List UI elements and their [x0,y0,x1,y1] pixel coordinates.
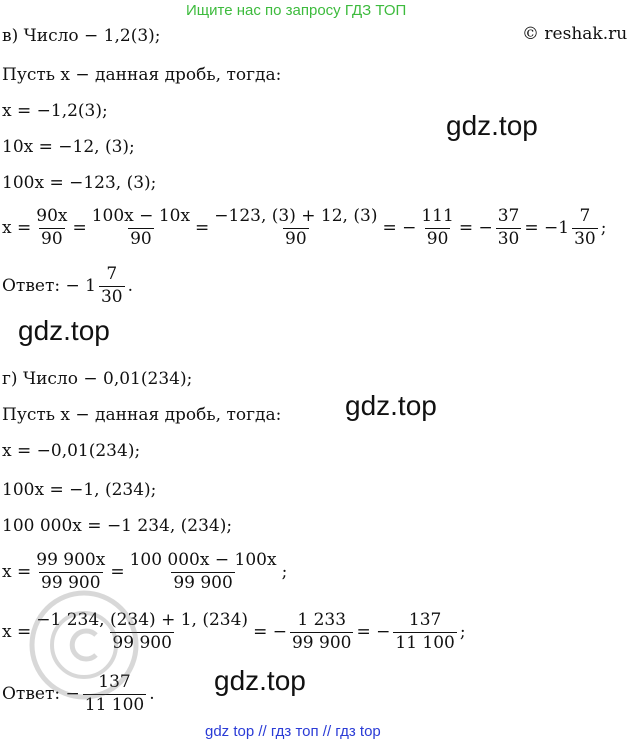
site-label: © reshak.ru [522,24,628,44]
eq-lhs: x = [2,218,32,239]
fraction: 37 30 [495,206,522,249]
part-g-let: Пусть x − данная дробь, тогда: [2,405,282,425]
fraction: 90x 90 [36,206,68,249]
fraction: 1 233 99 900 [289,610,354,653]
watermark-text: gdz.top [345,390,437,421]
watermark-text: gdz.top [18,315,110,346]
fraction: 99 900x 99 900 [36,550,106,593]
watermark-text: gdz.top [214,665,306,696]
fraction: 137 11 100 [393,610,457,653]
fraction: 100 000x − 100x 99 900 [129,550,277,593]
watermark-text: gdz.top [446,110,538,141]
fraction: 7 30 [572,206,598,249]
part-g-eq2: 100x = −1, (234); [2,480,157,500]
fraction: 100x − 10x 90 [91,206,191,249]
part-g-answer: Ответ: − 137 11 100 . [2,672,155,715]
part-g-eq4: x = 99 900x 99 900 = 100 000x − 100x 99 90… [2,550,288,593]
part-g-eq1: x = −0,01(234); [2,441,141,461]
fraction: 111 90 [421,206,454,249]
part-g-eq5: x = −1 234, (234) + 1, (234) 99 900 = − 1… [2,610,466,653]
part-v-answer: Ответ: − 1 7 30 . [2,264,134,307]
part-v-eq4: x = 90x 90 = 100x − 10x 90 = −123, (3) + 1… [2,206,607,249]
fraction: 7 30 [98,264,125,307]
fraction: 137 11 100 [82,672,147,715]
part-g-heading: г) Число − 0,01(234); [2,369,193,389]
part-v-let: Пусть x − данная дробь, тогда: [2,65,282,85]
part-v-eq1: x = −1,2(3); [2,101,108,121]
part-v-eq2: 10x = −12, (3); [2,137,135,157]
footer-links[interactable]: gdz top // гдз топ // гдз top [205,723,381,740]
fraction: −123, (3) + 12, (3) 90 [214,206,378,249]
seal-watermark-icon [29,590,139,700]
part-v-heading: в) Число − 1,2(3); [2,26,161,46]
fraction: −1 234, (234) + 1, (234) 99 900 [36,610,249,653]
part-g-eq3: 100 000x = −1 234, (234); [2,516,233,536]
top-banner: Ищите нас по запросу ГДЗ ТОП [186,2,407,19]
part-v-eq3: 100x = −123, (3); [2,173,157,193]
